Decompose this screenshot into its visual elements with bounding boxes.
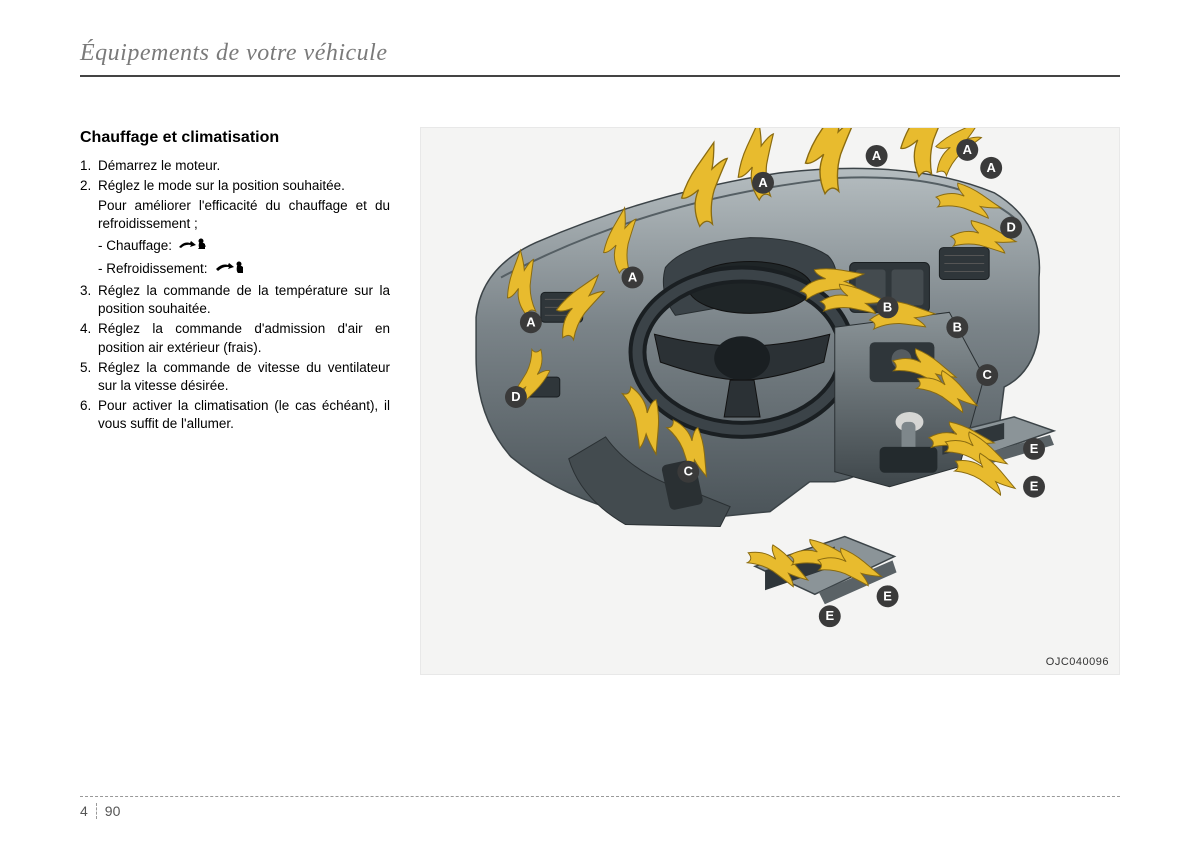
svg-text:D: D xyxy=(511,389,520,404)
vent-badge: D xyxy=(1000,217,1022,239)
list-text: Pour activer la climatisation (le cas éc… xyxy=(98,397,390,433)
list-text: Réglez le mode sur la position souhaitée… xyxy=(98,177,390,195)
list-number: 1. xyxy=(80,157,98,175)
list-item: 5.Réglez la commande de vitesse du venti… xyxy=(80,359,390,395)
content-area: Chauffage et climatisation 1.Démarrez le… xyxy=(80,127,1120,675)
list-text: Réglez la commande de vitesse du ventila… xyxy=(98,359,390,395)
svg-text:E: E xyxy=(825,608,834,623)
vent-badge: E xyxy=(1023,438,1045,460)
list-number: 2. xyxy=(80,177,98,195)
footer: 4 90 xyxy=(80,796,1120,819)
svg-text:A: A xyxy=(987,160,996,175)
list-item: 1.Démarrez le moteur. xyxy=(80,157,390,175)
vent-badge: D xyxy=(505,386,527,408)
section-heading: Chauffage et climatisation xyxy=(80,127,390,149)
cooling-icon xyxy=(214,259,244,280)
vent-badge: E xyxy=(819,605,841,627)
page-number: 4 90 xyxy=(80,803,1120,819)
vent-badge: A xyxy=(980,157,1002,179)
svg-text:B: B xyxy=(953,319,962,334)
svg-text:D: D xyxy=(1006,220,1015,235)
list-item: 4.Réglez la commande d'admission d'air e… xyxy=(80,320,390,356)
page-number-value: 90 xyxy=(105,803,121,819)
dashboard-figure: AAAAAABBCCDDEEEE OJC040096 xyxy=(420,127,1120,675)
text-column: Chauffage et climatisation 1.Démarrez le… xyxy=(80,127,390,675)
sub-intro: Pour améliorer l'efficacité du chauffage… xyxy=(80,197,390,233)
list-text: Réglez la commande de la température sur… xyxy=(98,282,390,318)
list-number: 6. xyxy=(80,397,98,433)
image-code: OJC040096 xyxy=(1046,656,1109,668)
vent-badge: A xyxy=(866,145,888,167)
svg-text:A: A xyxy=(628,269,637,284)
vent-badge: B xyxy=(877,296,899,318)
vent-badge: A xyxy=(956,139,978,161)
page-title: Équipements de votre véhicule xyxy=(80,40,1120,77)
chapter-number: 4 xyxy=(80,803,88,819)
svg-text:C: C xyxy=(983,367,992,382)
svg-text:A: A xyxy=(963,142,972,157)
heating-row: - Chauffage: xyxy=(80,235,390,256)
svg-text:A: A xyxy=(758,175,767,190)
list-item: 3.Réglez la commande de la température s… xyxy=(80,282,390,318)
svg-text:E: E xyxy=(883,588,892,603)
list-text: Réglez la commande d'admission d'air en … xyxy=(98,320,390,356)
list-number: 4. xyxy=(80,320,98,356)
svg-text:A: A xyxy=(872,148,881,163)
svg-text:C: C xyxy=(684,464,693,479)
vent-badge: C xyxy=(677,461,699,483)
dashboard-svg: AAAAAABBCCDDEEEE xyxy=(421,128,1119,674)
list-item: 6.Pour activer la climatisation (le cas … xyxy=(80,397,390,433)
vent-badge: B xyxy=(946,316,968,338)
heating-icon xyxy=(178,235,208,256)
vent-badge: A xyxy=(622,266,644,288)
cooling-label: - Refroidissement: xyxy=(98,260,208,278)
page-divider xyxy=(96,803,97,819)
vent-badge: E xyxy=(877,585,899,607)
vent-badge: A xyxy=(520,311,542,333)
list-number: 5. xyxy=(80,359,98,395)
svg-text:B: B xyxy=(883,299,892,314)
vent-badge: E xyxy=(1023,476,1045,498)
svg-text:A: A xyxy=(526,314,535,329)
vent-badge: C xyxy=(976,364,998,386)
svg-text:E: E xyxy=(1030,441,1039,456)
svg-text:E: E xyxy=(1030,479,1039,494)
cooling-row: - Refroidissement: xyxy=(80,259,390,280)
vent-badge: A xyxy=(752,172,774,194)
list-number: 3. xyxy=(80,282,98,318)
heating-label: - Chauffage: xyxy=(98,237,172,255)
list-text: Démarrez le moteur. xyxy=(98,157,390,175)
list-item: 2.Réglez le mode sur la position souhait… xyxy=(80,177,390,195)
